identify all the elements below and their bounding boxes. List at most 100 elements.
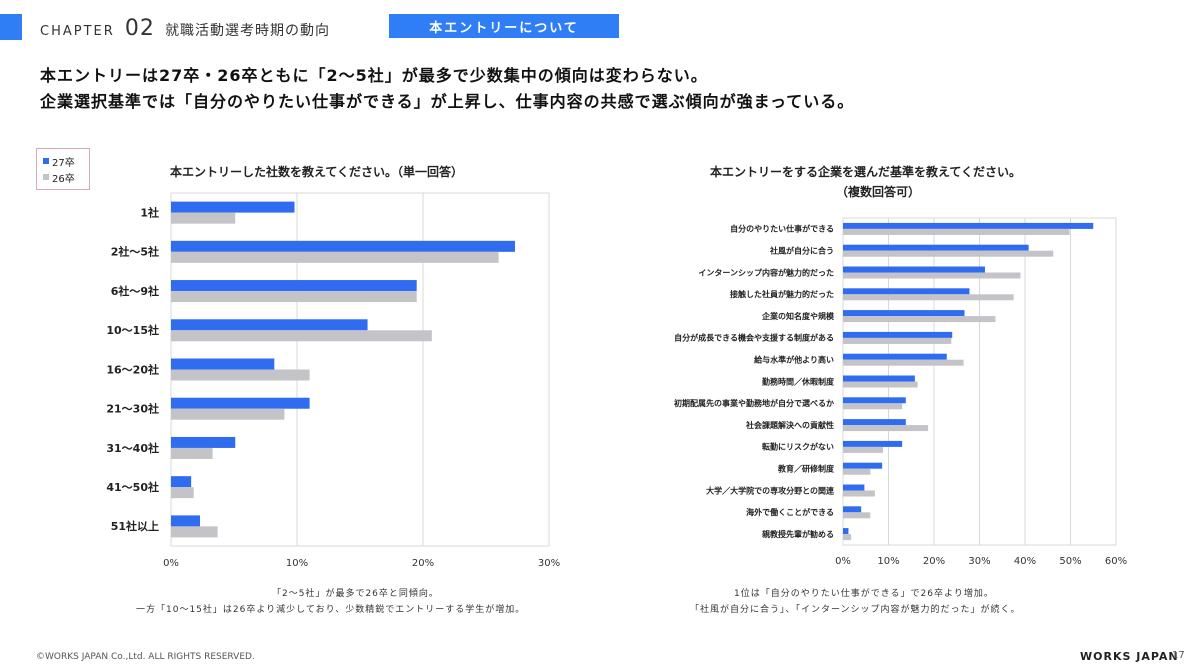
chart1-tick-label: 10% <box>286 558 308 569</box>
chart1-category-label: 16～20社 <box>106 362 159 376</box>
chart-legend: 27卒 26卒 <box>36 148 90 190</box>
chapter-title: 就職活動選考時期の動向 <box>165 23 331 39</box>
chart2-bar-26 <box>843 294 1014 301</box>
chart2-bar-26 <box>843 446 884 453</box>
chart2-bar-27 <box>843 288 970 295</box>
chart2-tick-label: 10% <box>877 556 899 567</box>
chart1-category-label: 2社～5社 <box>111 245 159 259</box>
chart1-category-label: 31～40社 <box>106 441 159 455</box>
chart2-bar-26 <box>843 272 1021 279</box>
chapter-label: CHAPTER <box>40 24 115 39</box>
legend-label-26: 26卒 <box>52 173 75 185</box>
chart2-bar-26 <box>843 490 875 497</box>
chart1-tick-label: 0% <box>163 558 179 569</box>
chart1-bar-27 <box>171 280 417 292</box>
chart1-bar-27 <box>171 397 310 409</box>
legend-swatch-26 <box>43 174 49 180</box>
chart1-bar-27 <box>171 240 515 252</box>
chart2-category-label: 社風が自分に合う <box>769 246 834 256</box>
chart2-title: 本エントリーをする企業を選んだ基準を教えてください。 <box>710 165 1022 179</box>
chart1-title: 本エントリーした社数を教えてください。（単一回答） <box>170 165 464 179</box>
chart2-bar-27 <box>843 310 965 317</box>
chart2-bar-27 <box>843 244 1029 251</box>
chart2-bar-26 <box>843 425 929 432</box>
chart2-note-line-2: 「社風が自分に合う」、「インターンシップ内容が魅力的だった」が続く。 <box>690 605 1021 615</box>
chart2-bar-27 <box>843 528 849 535</box>
chart1-bar-26 <box>171 408 285 420</box>
chart2-bar-27 <box>843 397 906 404</box>
chart2-tick-label: 50% <box>1059 556 1081 567</box>
chart2-bar-26 <box>843 359 964 366</box>
chart2-category-label: インターンシップ内容が魅力的だった <box>698 267 834 277</box>
chart1-bar-27 <box>171 436 236 448</box>
chart2-bar-27 <box>843 266 985 273</box>
chart2-bar-27 <box>843 375 915 382</box>
chart2-category-label: 企業の知名度や規模 <box>761 311 835 321</box>
chart2-bar-27 <box>843 440 903 447</box>
chart1-category-label: 41～50社 <box>106 480 159 494</box>
chart2-category-label: 自分のやりたい仕事ができる <box>730 224 834 234</box>
chart2-bar-27 <box>843 506 862 513</box>
chart1-bar-27 <box>171 358 275 370</box>
chart1-tick-label: 20% <box>412 558 434 569</box>
chart2-tick-label: 0% <box>835 556 851 567</box>
chart2-bar-26 <box>843 403 903 410</box>
chart1-bar-27 <box>171 476 192 488</box>
chart2-bar-26 <box>843 337 952 344</box>
chart1-bar-26 <box>171 447 213 459</box>
legend-item-27: 27卒 <box>43 153 89 169</box>
chart2-category-label: 大学／大学院での専攻分野との関連 <box>706 485 835 495</box>
chart1-tick-label: 30% <box>538 558 560 569</box>
chart2-bar-27 <box>843 331 953 338</box>
chart2-bar-27 <box>843 222 1094 229</box>
chart2-category-label: 初期配属先の事業や勤務地が自分で選べるか <box>674 398 834 408</box>
chart1-category-label: 21～30社 <box>106 402 159 416</box>
chart2-category-label: 教育／研修制度 <box>777 464 835 474</box>
chart1-bar-27 <box>171 319 368 331</box>
chart1-bar-26 <box>171 251 499 263</box>
chart1-bar-27 <box>171 201 295 213</box>
chart2-tick-label: 30% <box>968 556 990 567</box>
chart2-category-label: 勤務時間／休暇制度 <box>762 376 835 386</box>
chart1-bar-26 <box>171 330 432 342</box>
chart1-note-line-1: 「2～5社」が最多で26卒と同傾向。 <box>272 589 439 599</box>
chart2-bar-27 <box>843 462 883 469</box>
chart2-bar-27 <box>843 353 947 360</box>
chart2-bar-26 <box>843 250 1054 257</box>
chart1-bar-26 <box>171 526 218 538</box>
chart2-tick-label: 60% <box>1105 556 1127 567</box>
chart1-bar-27 <box>171 515 200 527</box>
chart1-bar-26 <box>171 487 194 499</box>
chart2-bar-26 <box>843 316 996 323</box>
chart2-bar-26 <box>843 381 918 388</box>
chart2-note-line-1: 1位は「自分のやりたい仕事ができる」で26卒より増加。 <box>734 589 994 599</box>
chart2-category-label: 自分が成長できる機会や支援する制度がある <box>674 333 834 343</box>
chart2-subtitle: （複数回答可） <box>836 185 921 199</box>
chart2-category-label: 接触した社員が魅力的だった <box>730 289 834 299</box>
chart1-note-line-2: 一方「10～15社」は26卒より減少しており、少数精鋭でエントリーする学生が増加… <box>136 605 526 615</box>
chart1-category-label: 1社 <box>140 205 159 219</box>
chapter-number: 02 <box>124 16 155 41</box>
section-tag: 本エントリーについて <box>389 14 619 38</box>
chart1-bar-26 <box>171 212 236 224</box>
legend-item-26: 26卒 <box>43 169 89 185</box>
chart1-category-label: 6社～9社 <box>111 284 159 298</box>
legend-swatch-27 <box>43 158 49 164</box>
chart2-bar-26 <box>843 228 1070 235</box>
brand-logo: WORKS JAPAN <box>1080 650 1179 663</box>
page-number: 17 <box>1172 650 1185 661</box>
chart2-category-label: 社会課題解決への貢献性 <box>745 420 834 430</box>
chapter-heading: CHAPTER 02 就職活動選考時期の動向 <box>40 16 330 41</box>
chart2-bar-26 <box>843 468 871 475</box>
chart2-bar-27 <box>843 419 906 426</box>
chart1-bar-26 <box>171 291 417 303</box>
chart1-bar-26 <box>171 369 310 381</box>
chart2-bar-26 <box>843 512 871 519</box>
chart2-bar-27 <box>843 484 865 491</box>
chart1-category-label: 51社以上 <box>111 519 159 533</box>
chart2-bar-26 <box>843 534 852 541</box>
chart2-category-label: 海外で働くことができる <box>746 507 834 517</box>
chapter-marker <box>0 14 22 40</box>
chart1-category-label: 10～15社 <box>106 323 159 337</box>
